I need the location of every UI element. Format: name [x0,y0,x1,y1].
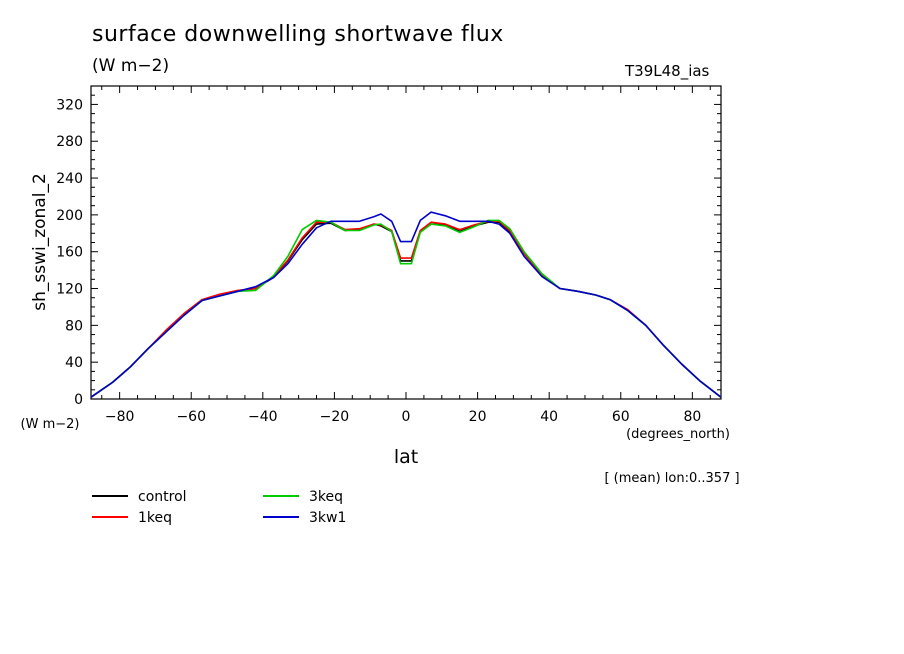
x-axis-units: (degrees_north) [626,427,730,442]
x-tick-label: 60 [612,409,630,425]
y-tick-label: 280 [56,134,83,150]
chart-units: (W m−2) [92,56,170,76]
run-label: T39L48_ias [625,62,710,80]
x-tick-label: 20 [469,409,487,425]
y-tick-label: 320 [56,97,83,113]
x-tick-label: −60 [176,409,206,425]
y-axis-units: (W m−2) [21,417,80,432]
y-axis-label: sh_sswi_zonal_2 [30,173,50,311]
x-tick-label: 0 [402,409,411,425]
x-tick-label: −80 [105,409,135,425]
legend-label-3kw1: 3kw1 [309,510,346,526]
series-line-3kw1 [90,211,722,398]
y-tick-label: 160 [56,245,83,261]
legend-label-control: control [138,489,187,505]
x-tick-label: −40 [248,409,278,425]
chart-title: surface downwelling shortwave flux [92,22,504,47]
y-tick-label: 120 [56,282,83,298]
legend-label-1keq: 1keq [138,510,172,526]
y-tick-label: 0 [74,392,83,408]
y-tick-label: 200 [56,208,83,224]
x-tick-label: −20 [320,409,350,425]
x-axis-label: lat [394,446,418,468]
annotation-text: [ (mean) lon:0..357 ] [604,471,739,486]
legend-label-3keq: 3keq [309,489,343,505]
x-tick-label: 40 [540,409,558,425]
y-tick-label: 80 [65,318,83,334]
x-tick-label: 80 [683,409,701,425]
plot-frame [90,85,722,400]
y-tick-label: 240 [56,171,83,187]
y-tick-label: 40 [65,355,83,371]
